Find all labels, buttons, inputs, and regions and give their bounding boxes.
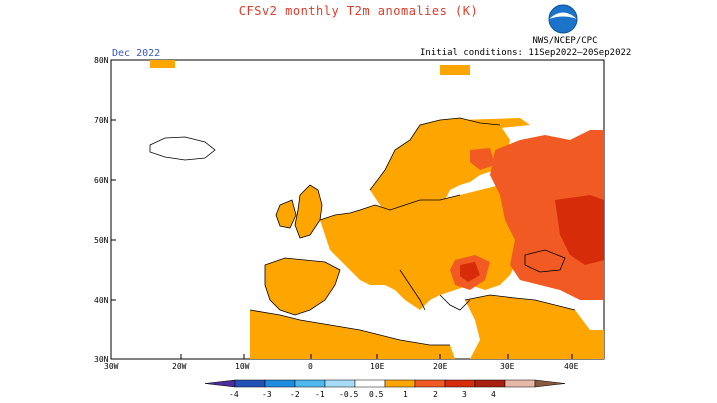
colorbar-swatch: [234, 379, 266, 388]
lon-label: 20W: [172, 362, 187, 371]
lon-label: 20E: [433, 362, 448, 371]
colorbar-swatch: [294, 379, 326, 388]
lat-label: 40N: [94, 296, 109, 305]
colorbar-label: 0.5: [369, 390, 384, 399]
forecast-month: Dec 2022: [112, 48, 161, 59]
lat-label: 50N: [94, 236, 109, 245]
colorbar-label: 1: [403, 390, 408, 399]
colorbar-swatch: [354, 379, 386, 388]
lon-label: 30E: [500, 362, 515, 371]
colorbar-swatch: [474, 379, 506, 388]
colorbar-swatch: [444, 379, 476, 388]
lat-label: 60N: [94, 176, 109, 185]
colorbar-swatch: [414, 379, 446, 388]
lon-label: 30W: [104, 362, 119, 371]
lat-label: 30N: [94, 355, 109, 364]
colorbar-label: -4: [229, 390, 239, 399]
lat-label: 70N: [94, 116, 109, 125]
lon-label: 10E: [370, 362, 385, 371]
colorbar-label: -3: [262, 390, 272, 399]
organization-label: NWS/NCEP/CPC: [532, 36, 598, 46]
anomaly-region-dark-red: [460, 195, 604, 282]
coastlines: [149, 117, 576, 346]
lon-label: 10W: [235, 362, 250, 371]
colorbar-swatch: [204, 379, 236, 388]
colorbar: [204, 379, 566, 388]
colorbar-label: -2: [290, 390, 300, 399]
colorbar-label: -1: [315, 390, 325, 399]
lat-label: 80N: [94, 56, 109, 65]
colorbar-swatch: [264, 379, 296, 388]
colorbar-labels: -4 -3 -2 -1 -0.5 0.5 1 2 3 4: [229, 390, 496, 399]
axis-ticks: [110, 59, 573, 360]
map-title: CFSv2 monthly T2m anomalies (K): [238, 4, 479, 18]
colorbar-label: 3: [462, 390, 467, 399]
noaa-logo-icon: [548, 4, 578, 34]
colorbar-label: 4: [491, 390, 496, 399]
colorbar-label: -0.5: [339, 390, 358, 399]
colorbar-swatch: [384, 379, 416, 388]
colorbar-swatch: [324, 379, 356, 388]
colorbar-swatch: [534, 379, 566, 388]
lon-label: 0: [308, 362, 313, 371]
initial-conditions: Initial conditions: 11Sep2022–20Sep2022: [420, 48, 632, 58]
colorbar-label: 2: [433, 390, 438, 399]
lon-label: 40E: [564, 362, 579, 371]
colorbar-swatch: [504, 379, 536, 388]
